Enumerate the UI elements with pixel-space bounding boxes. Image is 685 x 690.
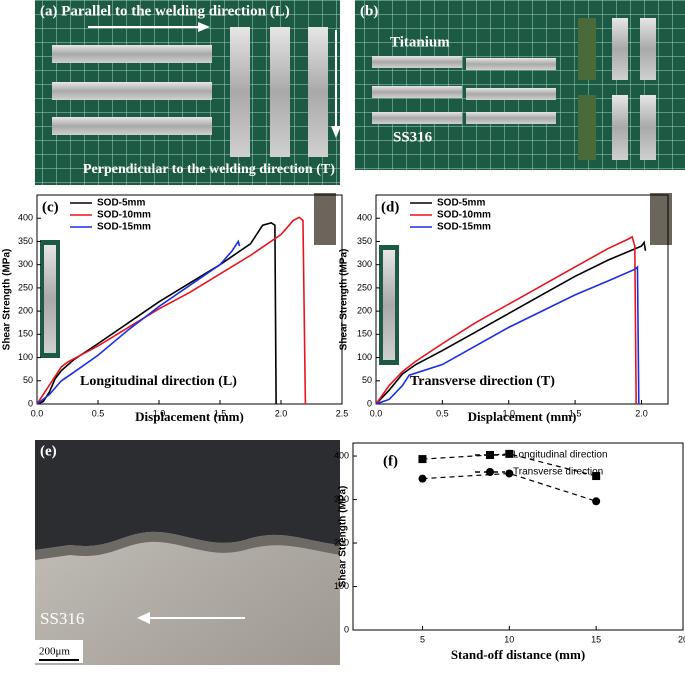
x-tick-label: 0.0 xyxy=(31,408,44,418)
legend-label: SOD-5mm xyxy=(97,198,145,209)
panel-label: (d) xyxy=(381,199,399,215)
data-line xyxy=(36,216,307,405)
marker xyxy=(592,497,601,506)
photo-label: (e) xyxy=(40,443,57,459)
data-line xyxy=(36,222,277,405)
photo-caption: Perpendicular to the welding direction (… xyxy=(83,162,335,177)
x-tick-label: 2.5 xyxy=(336,408,349,418)
y-tick-label: 100 xyxy=(18,352,33,362)
marker xyxy=(505,469,514,478)
y-tick-label: 300 xyxy=(334,494,349,504)
x-axis-label: Displacement (mm) xyxy=(468,409,577,424)
material-label: Titanium xyxy=(390,34,450,50)
photo-label: (a) Parallel to the welding direction (L… xyxy=(40,3,290,19)
legend-label: SOD-10mm xyxy=(437,210,491,221)
y-tick-label: 50 xyxy=(362,375,372,385)
y-tick-label: 350 xyxy=(357,236,372,246)
y-tick-label: 400 xyxy=(18,213,33,223)
y-tick-label: 50 xyxy=(23,375,33,385)
material-label: SS316 xyxy=(393,129,433,145)
y-tick-label: 250 xyxy=(18,282,33,292)
y-axis-label: Shear Strength (MPa) xyxy=(338,486,349,588)
x-axis-label: Stand-off distance (mm) xyxy=(451,647,585,662)
material-label: SS316 xyxy=(40,609,84,628)
y-tick-label: 200 xyxy=(357,305,372,315)
x-tick-label: 0.5 xyxy=(92,408,105,418)
scale-bar-label: 200μm xyxy=(39,646,70,658)
y-tick-label: 0 xyxy=(344,624,349,634)
y-axis-label: Shear Strength (MPa) xyxy=(339,249,350,351)
marker xyxy=(592,472,601,481)
x-tick-label: 1.0 xyxy=(502,408,515,418)
x-axis-label: Displacement (mm) xyxy=(135,409,244,424)
photo-a: (a) Parallel to the welding direction (L… xyxy=(35,0,341,185)
y-tick-label: 400 xyxy=(334,450,349,460)
x-tick-label: 1.0 xyxy=(153,408,166,418)
data-line xyxy=(375,240,647,405)
legend-label: SOD-15mm xyxy=(97,222,151,233)
panel-label: (c) xyxy=(42,199,59,215)
y-tick-label: 300 xyxy=(18,259,33,269)
legend-label: Longitudinal direction xyxy=(513,450,608,461)
marker xyxy=(505,449,514,458)
legend-label: SOD-10mm xyxy=(97,210,151,221)
data-line xyxy=(375,235,637,405)
photo-b: (b) Titanium SS316 xyxy=(355,0,685,170)
panel-label: (f) xyxy=(383,453,398,469)
y-tick-label: 150 xyxy=(357,329,372,339)
photo-label: (b) xyxy=(360,3,378,19)
annotation: Transverse direction (T) xyxy=(410,374,555,389)
y-tick-label: 0 xyxy=(367,398,372,408)
plot-frame xyxy=(375,194,669,405)
y-tick-label: 200 xyxy=(334,537,349,547)
x-tick-label: 2.0 xyxy=(275,408,288,418)
y-tick-label: 150 xyxy=(18,329,33,339)
x-tick-label: 1.5 xyxy=(569,408,582,418)
x-tick-label: 0.5 xyxy=(436,408,449,418)
data-line xyxy=(422,453,597,477)
legend-marker xyxy=(486,468,494,476)
x-tick-label: 1.5 xyxy=(214,408,227,418)
y-axis-label: Shear Strength (MPa) xyxy=(2,249,13,351)
x-tick-label: 5 xyxy=(420,634,425,644)
photo-e: (e) SS316 200μm xyxy=(35,440,340,665)
x-tick-label: 20 xyxy=(678,634,685,644)
x-tick-label: 15 xyxy=(591,634,601,644)
data-line xyxy=(36,239,241,405)
data-line xyxy=(422,472,597,502)
legend-label: SOD-5mm xyxy=(437,198,485,209)
y-tick-label: 250 xyxy=(357,282,372,292)
annotation: Longitudinal direction (L) xyxy=(80,374,237,389)
legend-label: SOD-15mm xyxy=(437,222,491,233)
y-tick-label: 100 xyxy=(357,352,372,362)
inset-photos xyxy=(40,193,672,365)
y-tick-label: 300 xyxy=(357,259,372,269)
marker xyxy=(418,474,427,483)
x-tick-label: 0.0 xyxy=(370,408,383,418)
data-line xyxy=(375,265,640,405)
x-tick-label: 2.0 xyxy=(635,408,648,418)
y-tick-label: 200 xyxy=(18,305,33,315)
plot-frame xyxy=(352,442,684,631)
y-tick-label: 100 xyxy=(334,581,349,591)
plot-frame xyxy=(36,194,343,405)
y-tick-label: 0 xyxy=(28,398,33,408)
legend-label: Transverse direction xyxy=(513,467,603,478)
y-tick-label: 350 xyxy=(18,236,33,246)
x-tick-label: 10 xyxy=(504,634,514,644)
legend-marker xyxy=(486,451,494,459)
marker xyxy=(418,455,427,464)
y-tick-label: 400 xyxy=(357,213,372,223)
